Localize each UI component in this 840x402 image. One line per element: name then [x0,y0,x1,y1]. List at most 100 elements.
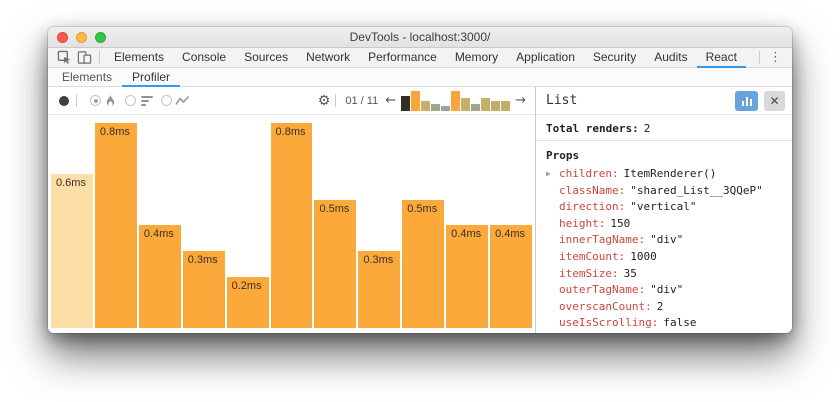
snapshot-bar[interactable] [441,106,451,111]
snapshot-bar[interactable] [461,98,471,111]
prop-indent [546,249,559,266]
close-panel-button[interactable]: ✕ [764,90,785,111]
commit-bar-label: 0.8ms [99,126,130,138]
prop-row: direction: "vertical" [536,199,792,216]
tab-react[interactable]: React [696,49,746,68]
tab-audits[interactable]: Audits [654,50,688,64]
interactions-chart-icon [175,95,190,105]
tab-sources[interactable]: Sources [244,50,289,64]
commit-bar-label: 0.3ms [187,254,218,266]
snapshot-bar[interactable] [451,91,461,111]
prop-indent [546,332,559,333]
minimize-window-button[interactable] [76,32,87,43]
inspect-element-icon[interactable] [54,49,74,67]
snapshot-bar[interactable] [431,104,441,111]
prop-value: 35 [623,266,637,280]
profiler-left-pane: ⚙ 01 / 11 ← → 0.6ms 0.8ms 0.4ms 0.3ms 0.2ms 0… [48,87,536,333]
prop-key: useIsScrolling: [559,316,659,330]
commit-bar[interactable]: 0.6ms [51,174,93,328]
prop-row: overscanCount: 2 [536,299,792,316]
expand-arrow-icon[interactable]: ▶ [546,169,551,178]
more-options-icon[interactable]: ⋮ [769,50,782,65]
selected-component-name: List [546,93,578,108]
radio-selected-icon [90,95,101,106]
device-toolbar-icon[interactable] [74,49,94,67]
devtools-window: DevTools - localhost:3000/ Elements Conso… [48,27,792,333]
details-panel-body: Total renders: 2 Props ▶ children: ItemRen… [536,115,792,333]
snapshot-bar-selected[interactable] [401,96,411,111]
prop-row: innerTagName: "div" [536,232,792,249]
prop-key: width: [559,332,599,334]
view-chart-button[interactable] [735,90,758,111]
prop-row: outerTagName: "div" [536,282,792,299]
close-window-button[interactable] [57,32,68,43]
commit-bar[interactable]: 0.4ms [490,225,532,328]
devtools-tab-bar: Elements Console Sources Network Performance… [48,48,792,68]
prop-row: height: 150 [536,216,792,233]
prop-indent [546,216,559,233]
toolbar-divider [99,51,100,64]
commit-bar[interactable]: 0.2ms [226,277,269,328]
previous-snapshot-button[interactable]: ← [385,93,397,108]
snapshot-counter: 01 / 11 [345,94,379,107]
commit-bar[interactable]: 0.4ms [446,225,489,328]
commit-bar[interactable]: 0.3ms [182,251,225,328]
ranked-view-toggle[interactable] [117,95,153,106]
commit-bar[interactable]: 0.8ms [270,123,313,328]
prop-row: className: "shared_List__3QQeP" [536,183,792,200]
details-panel-header: List ✕ [536,87,792,115]
prop-key: direction: [559,200,626,214]
title-bar[interactable]: DevTools - localhost:3000/ [48,27,792,48]
subtab-profiler[interactable]: Profiler [122,68,181,87]
prop-row: useIsScrolling: false [536,315,792,332]
prop-row: width: 300 [536,332,792,334]
prop-value: 1000 [630,249,657,263]
commit-bar[interactable]: 0.5ms [402,200,445,328]
toolbar-divider [76,94,77,107]
tab-console[interactable]: Console [182,50,227,64]
commit-bar-label: 0.4ms [451,228,482,240]
interactions-view-toggle[interactable] [153,95,190,107]
tab-security[interactable]: Security [592,50,637,64]
snapshot-bar[interactable] [491,101,501,111]
commit-bar-label: 0.5ms [319,203,350,215]
subtab-elements[interactable]: Elements [62,69,113,84]
flamegraph-view-toggle[interactable] [82,94,117,108]
commit-bar[interactable]: 0.8ms [94,123,137,328]
toolbar-divider [759,51,760,64]
zoom-window-button[interactable] [95,32,106,43]
tab-performance[interactable]: Performance [368,50,437,64]
props-heading: Props [546,149,580,162]
snapshot-bar[interactable] [421,101,431,111]
section-divider [536,140,792,141]
prop-value: 150 [610,216,631,230]
snapshot-selector[interactable] [401,90,511,111]
prop-key: itemSize: [559,266,619,280]
commit-bar[interactable]: 0.5ms [314,200,357,328]
react-devtools-subtabs: Elements Profiler [48,68,792,87]
commit-bar[interactable]: 0.3ms [358,251,401,328]
snapshot-bar[interactable] [411,91,421,111]
commit-bar[interactable]: 0.4ms [138,225,181,328]
prop-value: "div" [650,283,684,297]
prop-value: false [663,316,697,330]
snapshot-bar[interactable] [501,101,511,111]
next-snapshot-button[interactable]: → [515,93,526,108]
prop-key: height: [559,216,606,230]
total-renders: Total renders: 2 [536,115,792,137]
close-icon: ✕ [769,93,780,108]
tab-memory[interactable]: Memory [454,50,499,64]
radio-icon [125,95,136,106]
tab-network[interactable]: Network [306,50,351,64]
ranked-chart-icon [141,95,153,106]
settings-gear-icon[interactable]: ⚙ [317,92,331,109]
radio-icon [161,95,172,106]
tab-application[interactable]: Application [516,50,575,64]
snapshot-bar[interactable] [481,98,491,111]
record-button[interactable] [59,95,69,106]
prop-key: children: [559,167,619,180]
snapshot-bar[interactable] [471,104,481,111]
profiler-toolbar: ⚙ 01 / 11 ← → [48,87,535,115]
total-renders-value: 2 [643,121,651,135]
tab-elements[interactable]: Elements [114,50,165,64]
